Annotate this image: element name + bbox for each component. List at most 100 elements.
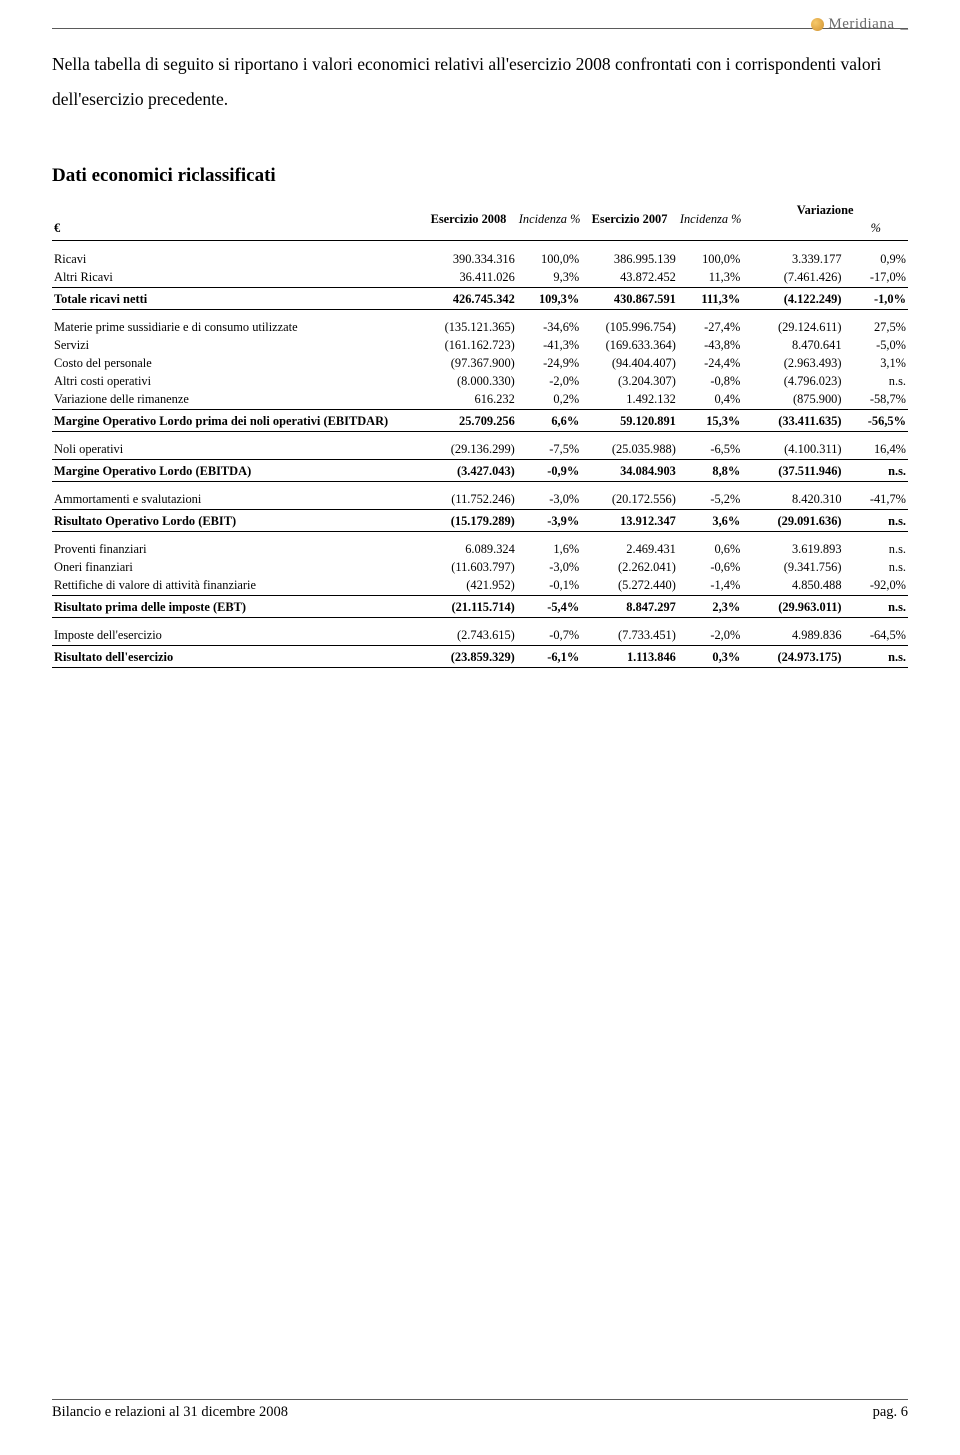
table-row: Proventi finanziari6.089.3241,6%2.469.43… <box>52 541 908 559</box>
row-p2008: 100,0% <box>517 251 581 269</box>
row-pvar: 16,4% <box>844 441 908 460</box>
row-var: 3.619.893 <box>742 541 843 559</box>
row-p2007: 100,0% <box>678 251 742 269</box>
section-title: Dati economici riclassificati <box>52 165 908 187</box>
table-row: Risultato dell'esercizio(23.859.329)-6,1… <box>52 649 908 668</box>
row-p2008: 9,3% <box>517 269 581 288</box>
row-v2008: (135.121.365) <box>420 319 517 337</box>
row-v2007: 430.867.591 <box>581 291 678 310</box>
row-p2008: -34,6% <box>517 319 581 337</box>
col-ex2007: Esercizio 2007 <box>581 201 678 237</box>
row-v2007: 59.120.891 <box>581 413 678 432</box>
row-p2008: -3,9% <box>517 513 581 532</box>
brand-logo-block: Meridiana _ <box>811 16 908 33</box>
row-p2008: 0,2% <box>517 391 581 410</box>
row-label: Altri costi operativi <box>52 373 420 391</box>
table-row: Servizi(161.162.723)-41,3%(169.633.364)-… <box>52 337 908 355</box>
row-var: (9.341.756) <box>742 559 843 577</box>
row-v2008: (97.367.900) <box>420 355 517 373</box>
header-rule <box>52 28 908 29</box>
row-pvar: -17,0% <box>844 269 908 288</box>
brand-name: Meridiana <box>828 16 894 33</box>
row-var: (33.411.635) <box>742 413 843 432</box>
row-p2008: 6,6% <box>517 413 581 432</box>
row-v2007: 2.469.431 <box>581 541 678 559</box>
row-var: (37.511.946) <box>742 463 843 482</box>
row-p2007: -24,4% <box>678 355 742 373</box>
row-label: Risultato Operativo Lordo (EBIT) <box>52 513 420 532</box>
row-v2007: (20.172.556) <box>581 491 678 510</box>
row-v2008: (21.115.714) <box>420 599 517 618</box>
table-row: Ricavi390.334.316100,0%386.995.139100,0%… <box>52 251 908 269</box>
page-footer: Bilancio e relazioni al 31 dicembre 2008… <box>52 1399 908 1421</box>
row-v2008: (11.603.797) <box>420 559 517 577</box>
table-row: Rettifiche di valore di attività finanzi… <box>52 577 908 596</box>
row-pvar: 3,1% <box>844 355 908 373</box>
row-p2008: -0,9% <box>517 463 581 482</box>
row-p2008: -7,5% <box>517 441 581 460</box>
table-row: Altri costi operativi(8.000.330)-2,0%(3.… <box>52 373 908 391</box>
row-pvar: -5,0% <box>844 337 908 355</box>
row-p2008: -5,4% <box>517 599 581 618</box>
table-row <box>52 667 908 671</box>
row-p2008: -6,1% <box>517 649 581 668</box>
row-v2008: (11.752.246) <box>420 491 517 510</box>
row-var: (29.963.011) <box>742 599 843 618</box>
row-p2007: -43,8% <box>678 337 742 355</box>
row-var: (875.900) <box>742 391 843 410</box>
row-pvar: 27,5% <box>844 319 908 337</box>
row-v2007: 43.872.452 <box>581 269 678 288</box>
row-v2008: 426.745.342 <box>420 291 517 310</box>
row-p2007: -0,8% <box>678 373 742 391</box>
row-p2008: 109,3% <box>517 291 581 310</box>
row-pvar: n.s. <box>844 373 908 391</box>
row-v2008: 6.089.324 <box>420 541 517 559</box>
row-p2007: -5,2% <box>678 491 742 510</box>
row-v2008: (23.859.329) <box>420 649 517 668</box>
row-p2007: -1,4% <box>678 577 742 596</box>
col-variazione: Variazione <box>742 201 908 219</box>
row-p2007: 2,3% <box>678 599 742 618</box>
row-label: Rettifiche di valore di attività finanzi… <box>52 577 420 596</box>
row-p2008: -0,1% <box>517 577 581 596</box>
table-header: € Esercizio 2008 Incidenza % Esercizio 2… <box>52 201 908 241</box>
row-p2007: -2,0% <box>678 627 742 646</box>
row-v2007: 386.995.139 <box>581 251 678 269</box>
table-row: Margine Operativo Lordo prima dei noli o… <box>52 413 908 432</box>
row-v2008: 390.334.316 <box>420 251 517 269</box>
row-v2007: 8.847.297 <box>581 599 678 618</box>
table-row: Risultato prima delle imposte (EBT)(21.1… <box>52 599 908 618</box>
row-pvar: -64,5% <box>844 627 908 646</box>
row-p2008: 1,6% <box>517 541 581 559</box>
row-v2008: (15.179.289) <box>420 513 517 532</box>
row-p2008: -41,3% <box>517 337 581 355</box>
row-v2008: (8.000.330) <box>420 373 517 391</box>
col-ex2008: Esercizio 2008 <box>420 201 517 237</box>
row-var: (4.796.023) <box>742 373 843 391</box>
row-label: Oneri finanziari <box>52 559 420 577</box>
row-p2008: -2,0% <box>517 373 581 391</box>
row-v2007: (3.204.307) <box>581 373 678 391</box>
table-row: Imposte dell'esercizio(2.743.615)-0,7%(7… <box>52 627 908 646</box>
row-label: Risultato dell'esercizio <box>52 649 420 668</box>
row-var: (7.461.426) <box>742 269 843 288</box>
row-v2008: 36.411.026 <box>420 269 517 288</box>
row-label: Margine Operativo Lordo prima dei noli o… <box>52 413 420 432</box>
row-label: Risultato prima delle imposte (EBT) <box>52 599 420 618</box>
row-p2008: -0,7% <box>517 627 581 646</box>
row-v2008: (161.162.723) <box>420 337 517 355</box>
col-inc-2007: Incidenza % <box>678 201 742 237</box>
row-p2007: 8,8% <box>678 463 742 482</box>
row-label: Noli operativi <box>52 441 420 460</box>
brand-logo-icon <box>811 18 824 31</box>
row-pvar: -56,5% <box>844 413 908 432</box>
row-p2008: -24,9% <box>517 355 581 373</box>
brand-tail: _ <box>901 16 909 33</box>
row-var: (2.963.493) <box>742 355 843 373</box>
row-pvar: n.s. <box>844 541 908 559</box>
row-var: (24.973.175) <box>742 649 843 668</box>
row-v2007: (2.262.041) <box>581 559 678 577</box>
row-v2007: 1.492.132 <box>581 391 678 410</box>
row-label: Costo del personale <box>52 355 420 373</box>
row-v2008: (421.952) <box>420 577 517 596</box>
